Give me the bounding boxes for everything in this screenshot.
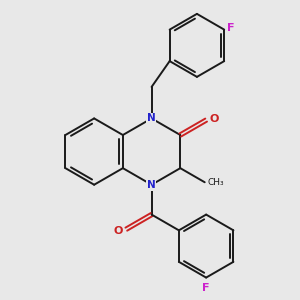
Text: CH₃: CH₃: [207, 178, 224, 188]
Text: F: F: [227, 23, 235, 33]
Text: N: N: [147, 113, 155, 123]
Text: F: F: [202, 283, 210, 293]
Text: O: O: [210, 114, 219, 124]
Text: O: O: [113, 226, 122, 236]
Text: N: N: [147, 180, 155, 190]
